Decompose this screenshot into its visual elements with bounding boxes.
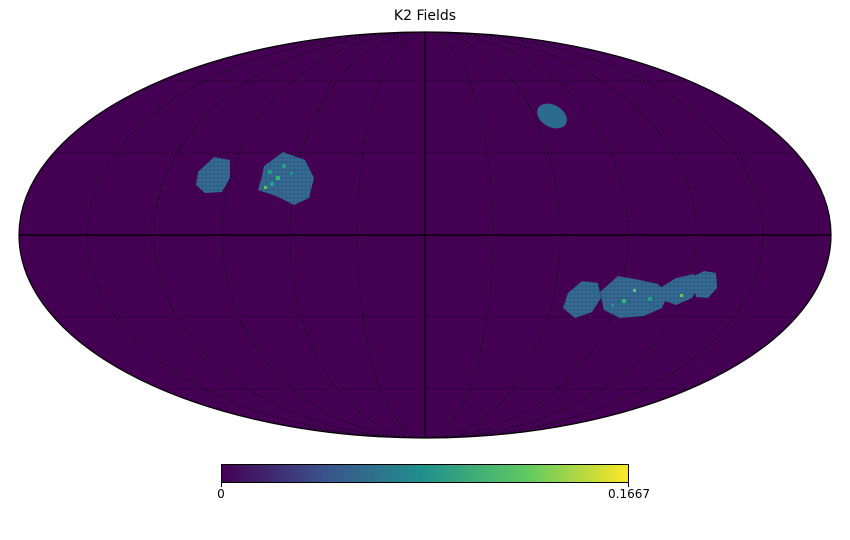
colorbar xyxy=(221,464,629,483)
k2-field-cluster-right xyxy=(563,271,717,318)
colorbar-min-label: 0 xyxy=(217,487,225,501)
k2-field-regions xyxy=(196,103,717,318)
map-title: K2 Fields xyxy=(393,8,457,24)
reference-axes xyxy=(19,32,831,438)
mollweide-sky-map xyxy=(18,31,832,439)
k2-field-cluster-left xyxy=(196,152,314,205)
colorbar-tick-min xyxy=(221,483,222,487)
k2-field-north xyxy=(537,103,567,129)
colorbar-tick-max xyxy=(628,483,629,487)
colorbar-max-label: 0.1667 xyxy=(608,487,650,501)
map-border xyxy=(18,31,832,439)
